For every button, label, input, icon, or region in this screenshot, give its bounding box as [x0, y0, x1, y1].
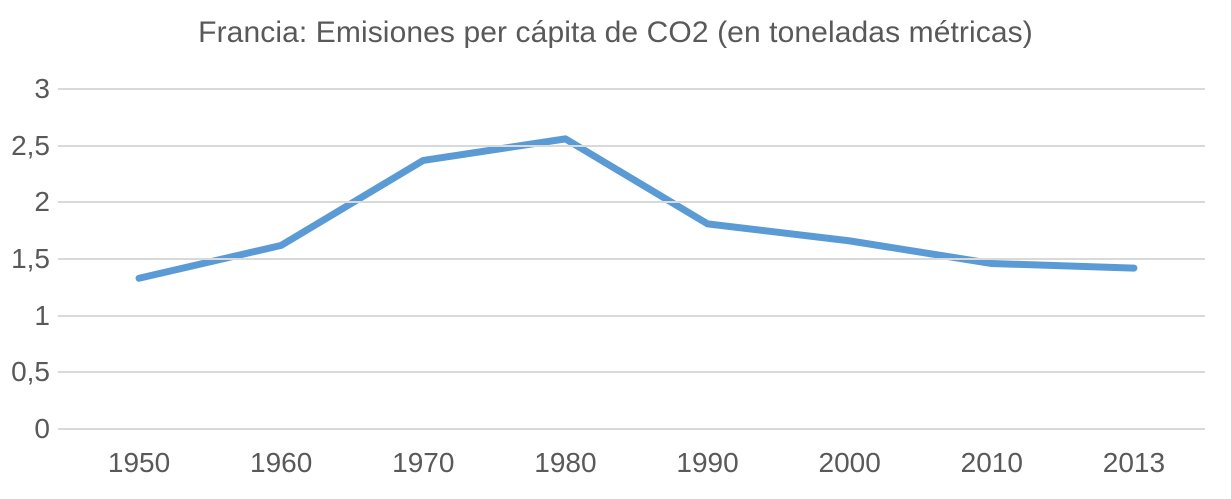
x-axis-tick-label: 1950 — [107, 447, 171, 478]
gridline — [68, 201, 1205, 204]
y-axis-tick-label: 0,5 — [11, 356, 50, 388]
y-axis-tick-label: 1 — [34, 299, 50, 331]
y-axis-tick-mark — [58, 88, 68, 90]
y-axis-tick-mark — [58, 144, 68, 147]
y-axis: 0 0,5 1 1,5 2 2,5 3 — [0, 75, 50, 443]
gridline — [68, 258, 1205, 260]
y-axis-tick-label: 3 — [34, 73, 50, 104]
x-axis-tick-label: 1960 — [250, 447, 313, 478]
x-axis-tick-label: 2000 — [818, 447, 881, 478]
x-axis-tick-label: 1980 — [534, 447, 597, 478]
y-axis-tick-label: 0 — [34, 413, 50, 444]
gridline — [68, 88, 1205, 90]
x-axis-tick-label: 1990 — [676, 447, 739, 478]
gridline — [68, 144, 1205, 147]
y-axis-tick-mark — [58, 428, 68, 430]
gridline — [68, 314, 1205, 317]
x-axis-tick-label: 2010 — [960, 447, 1023, 478]
gridline — [68, 428, 1205, 430]
chart-title: Francia: Emisiones per cápita de CO2 (en… — [198, 16, 1033, 49]
y-axis-tick-label: 1,5 — [11, 243, 50, 274]
plot-area — [68, 88, 1205, 430]
gridline — [68, 371, 1205, 374]
y-axis-tick-mark — [58, 371, 68, 374]
x-axis: 1950 1960 1970 1980 1990 2000 2010 2013 — [68, 447, 1205, 488]
y-axis-tick-label: 2,5 — [11, 129, 50, 161]
y-axis-tick-label: 2 — [34, 186, 50, 218]
y-axis-tick-mark — [58, 201, 68, 204]
y-axis-tick-mark — [58, 258, 68, 260]
x-axis-tick-label: 2013 — [1102, 447, 1166, 478]
x-axis-tick-label: 1970 — [392, 447, 455, 478]
y-axis-tick-mark — [58, 314, 68, 317]
